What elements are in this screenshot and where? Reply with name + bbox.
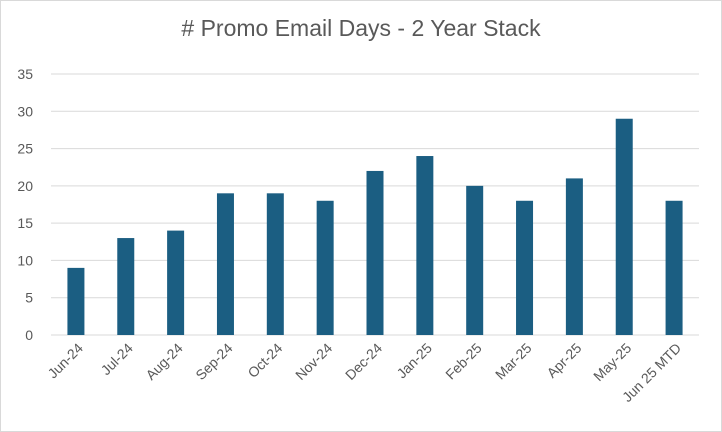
bar	[366, 170, 384, 335]
bar	[416, 156, 434, 335]
y-tick-label: 35	[17, 66, 33, 82]
bar	[516, 200, 534, 335]
y-tick-label: 0	[25, 327, 33, 343]
y-tick-label: 25	[17, 141, 33, 157]
y-tick-label: 15	[17, 215, 33, 231]
x-tick-label: Feb-25	[442, 340, 485, 383]
bar	[615, 118, 633, 335]
bar	[466, 185, 484, 335]
x-tick-label: Dec-24	[342, 340, 385, 383]
y-tick-label: 20	[17, 178, 33, 194]
chart-title: # Promo Email Days - 2 Year Stack	[181, 15, 541, 41]
x-tick-label: May-25	[590, 340, 634, 384]
y-axis-ticks: 0 5 10 15 20 25 30 35	[17, 66, 33, 343]
bar	[167, 230, 185, 335]
x-tick-label: Apr-25	[543, 340, 584, 381]
bar	[565, 178, 583, 335]
y-tick-label: 10	[17, 252, 33, 268]
bar	[665, 200, 683, 335]
bar	[67, 267, 85, 335]
x-tick-label: Jan-25	[393, 340, 435, 382]
x-tick-label: Jul-24	[98, 340, 136, 378]
bar	[216, 193, 234, 335]
x-tick-label: Nov-24	[292, 340, 335, 383]
x-axis-ticks: Jun-24 Jul-24 Aug-24 Sep-24 Oct-24 Nov-24 Dec-…	[44, 340, 684, 405]
y-tick-label: 5	[25, 290, 33, 306]
bar	[117, 238, 135, 335]
bar	[266, 193, 284, 335]
bar	[316, 200, 334, 335]
x-tick-label: Jun-24	[44, 340, 86, 382]
y-tick-label: 30	[17, 103, 33, 119]
x-tick-label: Mar-25	[492, 340, 535, 383]
x-tick-label: Oct-24	[244, 340, 285, 381]
x-tick-label: Aug-24	[142, 340, 185, 383]
x-tick-label: Sep-24	[192, 340, 235, 383]
bars	[67, 118, 683, 335]
